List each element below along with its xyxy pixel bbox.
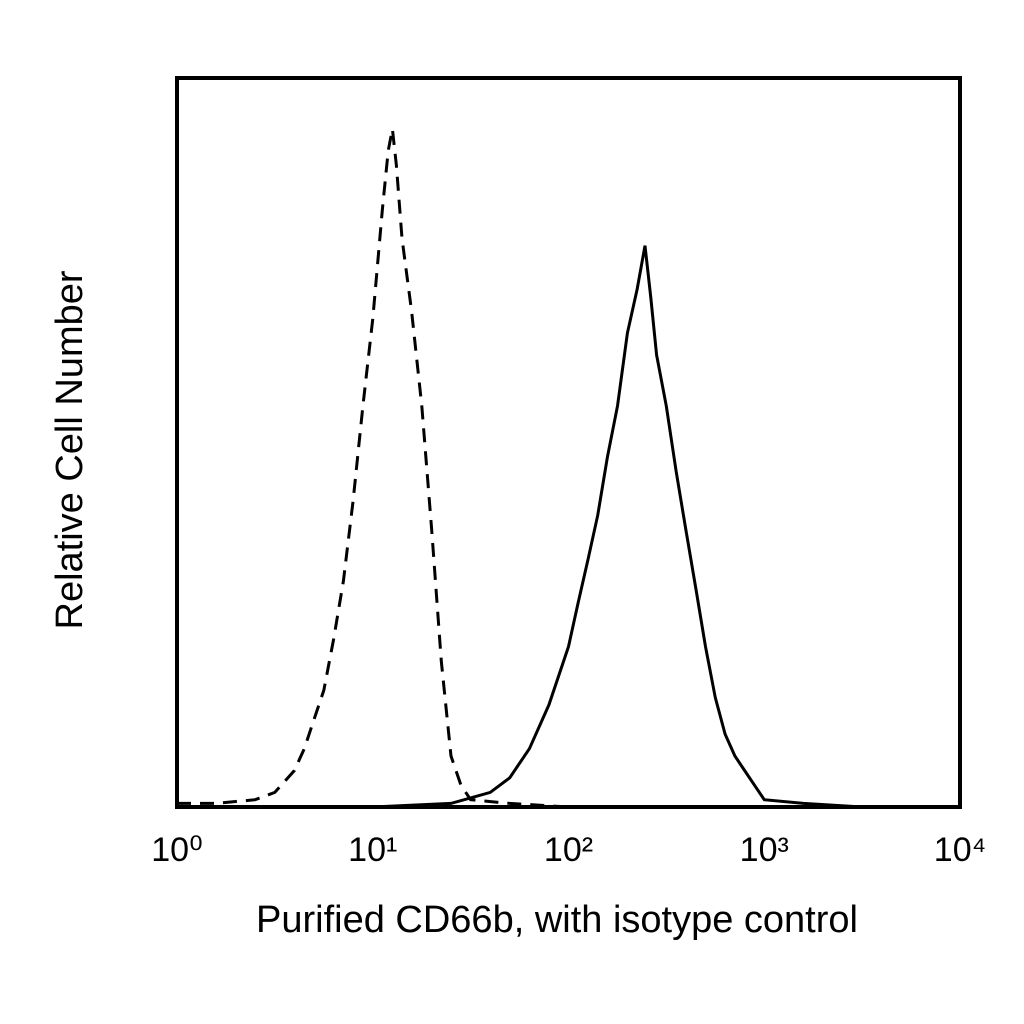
x-tick-label: 10² xyxy=(544,831,593,869)
histogram-line xyxy=(177,245,960,809)
y-axis-label: Relative Cell Number xyxy=(49,270,91,629)
plot-frame xyxy=(175,76,962,809)
x-tick-label: 10³ xyxy=(740,831,789,869)
x-tick-label: 10¹ xyxy=(348,831,397,869)
x-tick-label: 10⁰ xyxy=(151,831,202,869)
x-tick-label: 10⁴ xyxy=(934,831,986,869)
histogram-line xyxy=(177,128,960,809)
x-axis-label: Purified CD66b, with isotype control xyxy=(256,899,858,941)
